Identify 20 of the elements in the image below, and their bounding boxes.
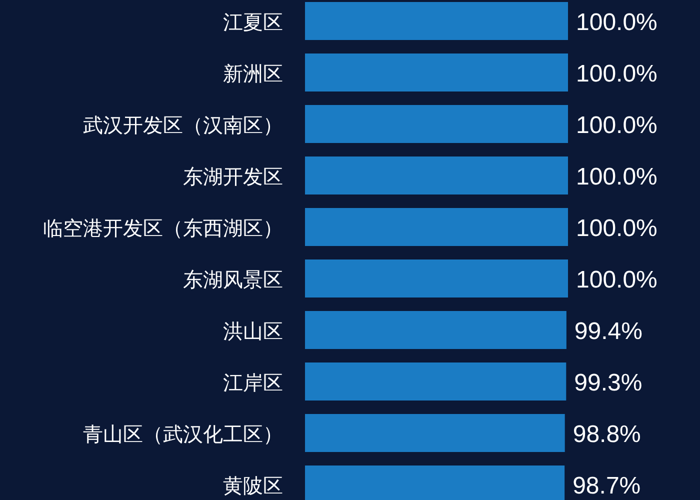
data-label: 99.4% — [574, 318, 642, 345]
y-tick-label: 江夏区 — [223, 10, 283, 34]
y-tick-label: 东湖风景区 — [183, 268, 283, 292]
data-label: 100.0% — [576, 266, 658, 294]
y-tick-label: 东湖开发区 — [183, 164, 283, 188]
y-tick-label: 黄陂区 — [223, 474, 283, 498]
y-tick-label: 青山区（武汉化工区） — [83, 422, 283, 446]
y-tick-label: 洪山区 — [223, 319, 283, 343]
y-tick-label: 新洲区 — [223, 62, 283, 86]
data-label: 100.0% — [576, 112, 658, 139]
data-label: 99.3% — [574, 370, 642, 396]
data-label: 100.0% — [576, 164, 658, 190]
y-tick-label: 武汉开发区（汉南区） — [83, 113, 283, 137]
y-tick-label: 临空港开发区（东西湖区） — [43, 216, 283, 240]
data-label: 98.8% — [572, 421, 641, 448]
data-label: 100.0% — [576, 9, 658, 36]
data-label: 100.0% — [576, 60, 658, 88]
data-label: 100.0% — [576, 215, 658, 242]
y-tick-label: 江岸区 — [223, 370, 283, 394]
data-label: 98.7% — [572, 472, 641, 500]
